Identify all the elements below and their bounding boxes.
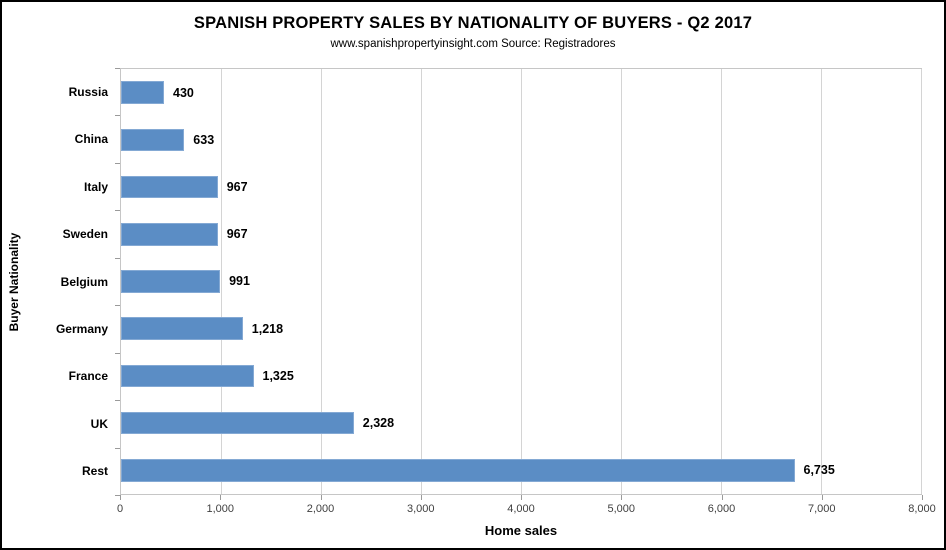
bar-value-label: 6,735 — [803, 463, 835, 478]
x-tick-label: 5,000 — [607, 503, 636, 515]
x-tick-label: 3,000 — [406, 503, 435, 515]
x-tick-label: 2,000 — [306, 503, 335, 515]
category-label-rest: Rest — [81, 464, 108, 479]
y-axis-tick — [115, 162, 120, 164]
gridline — [521, 69, 522, 494]
bar-rest — [121, 459, 795, 482]
x-axis-tick — [120, 495, 121, 500]
x-tick-label: 0 — [116, 503, 124, 515]
x-tick-label: 7,000 — [807, 503, 836, 515]
bar-row: 6,735 — [121, 447, 921, 494]
x-axis-tick — [621, 495, 623, 500]
gridline — [321, 69, 322, 494]
bar-belgium — [121, 270, 221, 293]
bar-row: 633 — [121, 116, 921, 163]
category-label-sweden: Sweden — [62, 227, 108, 242]
bar-russia — [121, 81, 164, 104]
y-axis-tick — [115, 305, 120, 307]
y-axis-tick — [115, 115, 120, 117]
bar-value-label: 991 — [229, 274, 250, 289]
y-axis-tick — [115, 257, 120, 259]
bar-row: 991 — [121, 258, 921, 305]
gridline — [421, 69, 422, 494]
category-label-belgium: Belgium — [60, 274, 108, 289]
x-axis-title: Home sales — [484, 523, 558, 538]
y-axis-tick — [115, 495, 120, 496]
bar-germany — [121, 317, 243, 341]
x-tick-label: 1,000 — [206, 503, 235, 515]
plot-area: 430 633 967 967 991 1,218 1,325 2,328 6,735 — [120, 68, 922, 495]
bar-row: 967 — [121, 211, 921, 258]
gridline — [821, 69, 822, 494]
y-axis-title: Buyer Nationality — [7, 232, 21, 332]
bar-value-label: 967 — [226, 180, 248, 195]
y-axis-tick — [115, 352, 120, 354]
x-axis-tick — [521, 495, 522, 500]
bar-value-label: 1,325 — [262, 368, 294, 383]
category-axis-labels: Russia China Italy Sweden Belgium Germany Fran… — [30, 68, 110, 495]
bar-value-label: 2,328 — [362, 416, 395, 431]
bar-row: 1,325 — [121, 352, 921, 399]
bar-italy — [121, 175, 218, 199]
category-label-uk: UK — [90, 416, 108, 431]
bar-row: 2,328 — [121, 400, 921, 447]
x-axis-tick — [721, 495, 723, 500]
x-tick-label: 6,000 — [707, 503, 736, 515]
gridline — [721, 69, 722, 494]
bar-value-label: 1,218 — [251, 321, 284, 336]
x-tick-label: 8,000 — [908, 503, 936, 515]
bar-uk — [121, 411, 354, 435]
x-axis-tick — [420, 495, 422, 500]
category-label-russia: Russia — [68, 84, 108, 99]
y-axis-tick — [115, 210, 120, 212]
chart-subtitle: www.spanishpropertyinsight.com Source: R… — [330, 38, 616, 50]
category-label-germany: Germany — [55, 321, 108, 336]
bar-sweden — [121, 222, 218, 246]
gridline — [621, 69, 622, 494]
gridline — [921, 69, 922, 494]
bar-china — [121, 128, 185, 152]
category-label-france: France — [68, 369, 108, 384]
y-axis-tick — [115, 400, 120, 402]
bar-value-label: 633 — [193, 132, 215, 147]
x-axis-tick — [922, 495, 923, 500]
bar-value-label: 430 — [173, 85, 194, 100]
y-axis-tick — [115, 447, 120, 449]
category-label-italy: Italy — [83, 179, 108, 194]
gridline — [221, 69, 222, 494]
x-axis-tick — [821, 495, 823, 500]
bar-row: 1,218 — [121, 305, 921, 352]
bar-row: 430 — [121, 69, 921, 116]
chart-title: SPANISH PROPERTY SALES BY NATIONALITY OF… — [193, 14, 753, 32]
bar-value-label: 967 — [226, 227, 248, 242]
bar-france — [121, 364, 254, 388]
x-axis-tick — [320, 495, 322, 500]
y-axis-tick — [115, 68, 120, 69]
category-label-china: China — [74, 132, 108, 147]
x-axis-tick — [220, 495, 222, 500]
bar-row: 967 — [121, 163, 921, 210]
x-tick-label: 4,000 — [507, 503, 535, 515]
